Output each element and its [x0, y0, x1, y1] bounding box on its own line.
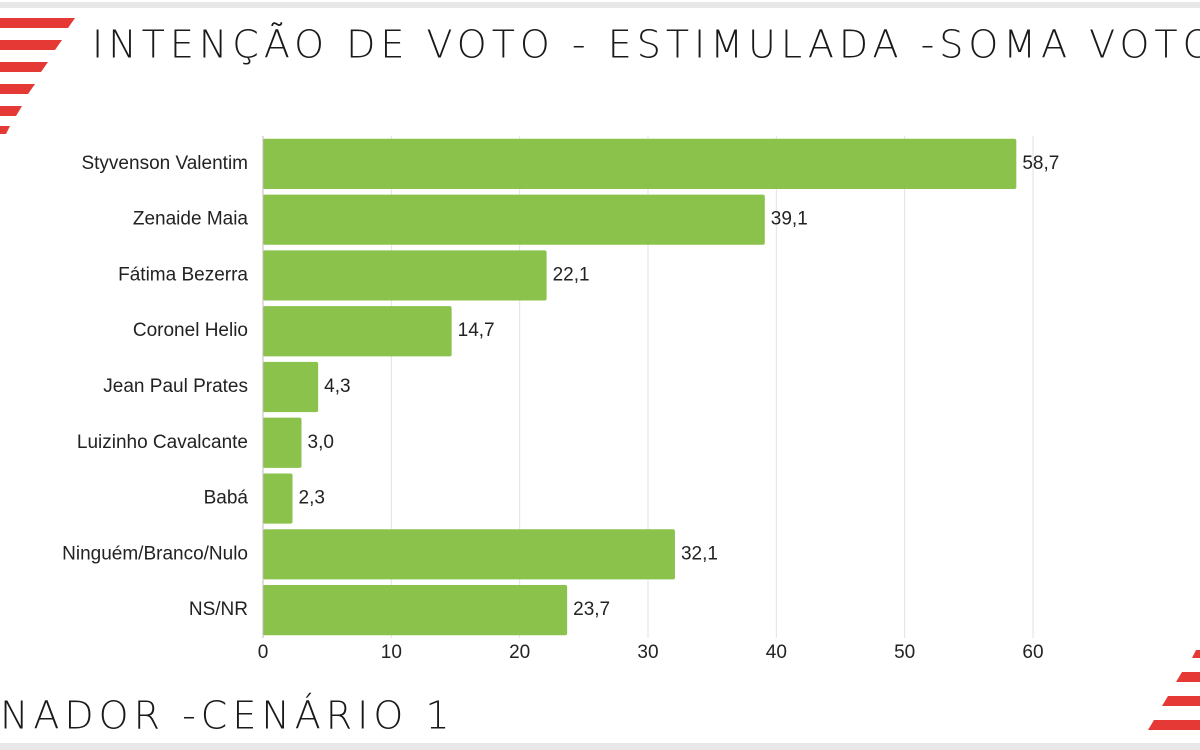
- bar: [263, 138, 1017, 189]
- value-label: 3,0: [308, 432, 334, 453]
- bar: [263, 306, 452, 357]
- y-tick-label: Ninguém/Branco/Nulo: [62, 543, 248, 564]
- top-border: [0, 2, 1200, 8]
- bar: [263, 585, 568, 636]
- value-label: 39,1: [771, 209, 808, 230]
- bar: [263, 473, 293, 524]
- y-tick-label: Styvenson Valentim: [81, 153, 248, 174]
- value-label: 14,7: [458, 320, 495, 341]
- y-tick-label: Babá: [204, 488, 249, 509]
- y-tick-label: Jean Paul Prates: [103, 376, 248, 397]
- stripes-bottom-right: [1148, 650, 1200, 730]
- x-tick-label: 60: [1022, 642, 1043, 663]
- y-tick-label: Coronel Helio: [133, 320, 248, 341]
- y-tick-label: Luizinho Cavalcante: [77, 432, 248, 453]
- value-label: 23,7: [573, 599, 610, 620]
- x-tick-label: 10: [381, 642, 402, 663]
- y-tick-label: NS/NR: [189, 599, 248, 620]
- bottom-border: [0, 743, 1200, 750]
- value-label: 32,1: [681, 543, 718, 564]
- stripes-top-left: [0, 18, 75, 134]
- value-label: 22,1: [553, 264, 590, 285]
- x-tick-label: 20: [509, 642, 530, 663]
- bar: [263, 361, 319, 413]
- x-tick-label: 50: [894, 642, 915, 663]
- bar: [263, 529, 675, 580]
- y-tick-label: Fátima Bezerra: [118, 264, 248, 285]
- value-label: 2,3: [299, 488, 325, 509]
- y-tick-label: Zenaide Maia: [133, 209, 249, 230]
- x-tick-label: 40: [766, 642, 787, 663]
- value-label: 4,3: [324, 376, 350, 397]
- bar: [263, 417, 302, 468]
- chart-subtitle: NADOR -CENÁRIO 1: [0, 694, 455, 738]
- bar: [263, 194, 765, 245]
- x-tick-label: 30: [637, 642, 658, 663]
- chart-title: INTENÇÃO DE VOTO - ESTIMULADA -SOMA VOTO: [92, 23, 1200, 67]
- x-tick-label: 0: [258, 642, 269, 663]
- value-label: 58,7: [1022, 153, 1059, 174]
- bar: [263, 250, 547, 301]
